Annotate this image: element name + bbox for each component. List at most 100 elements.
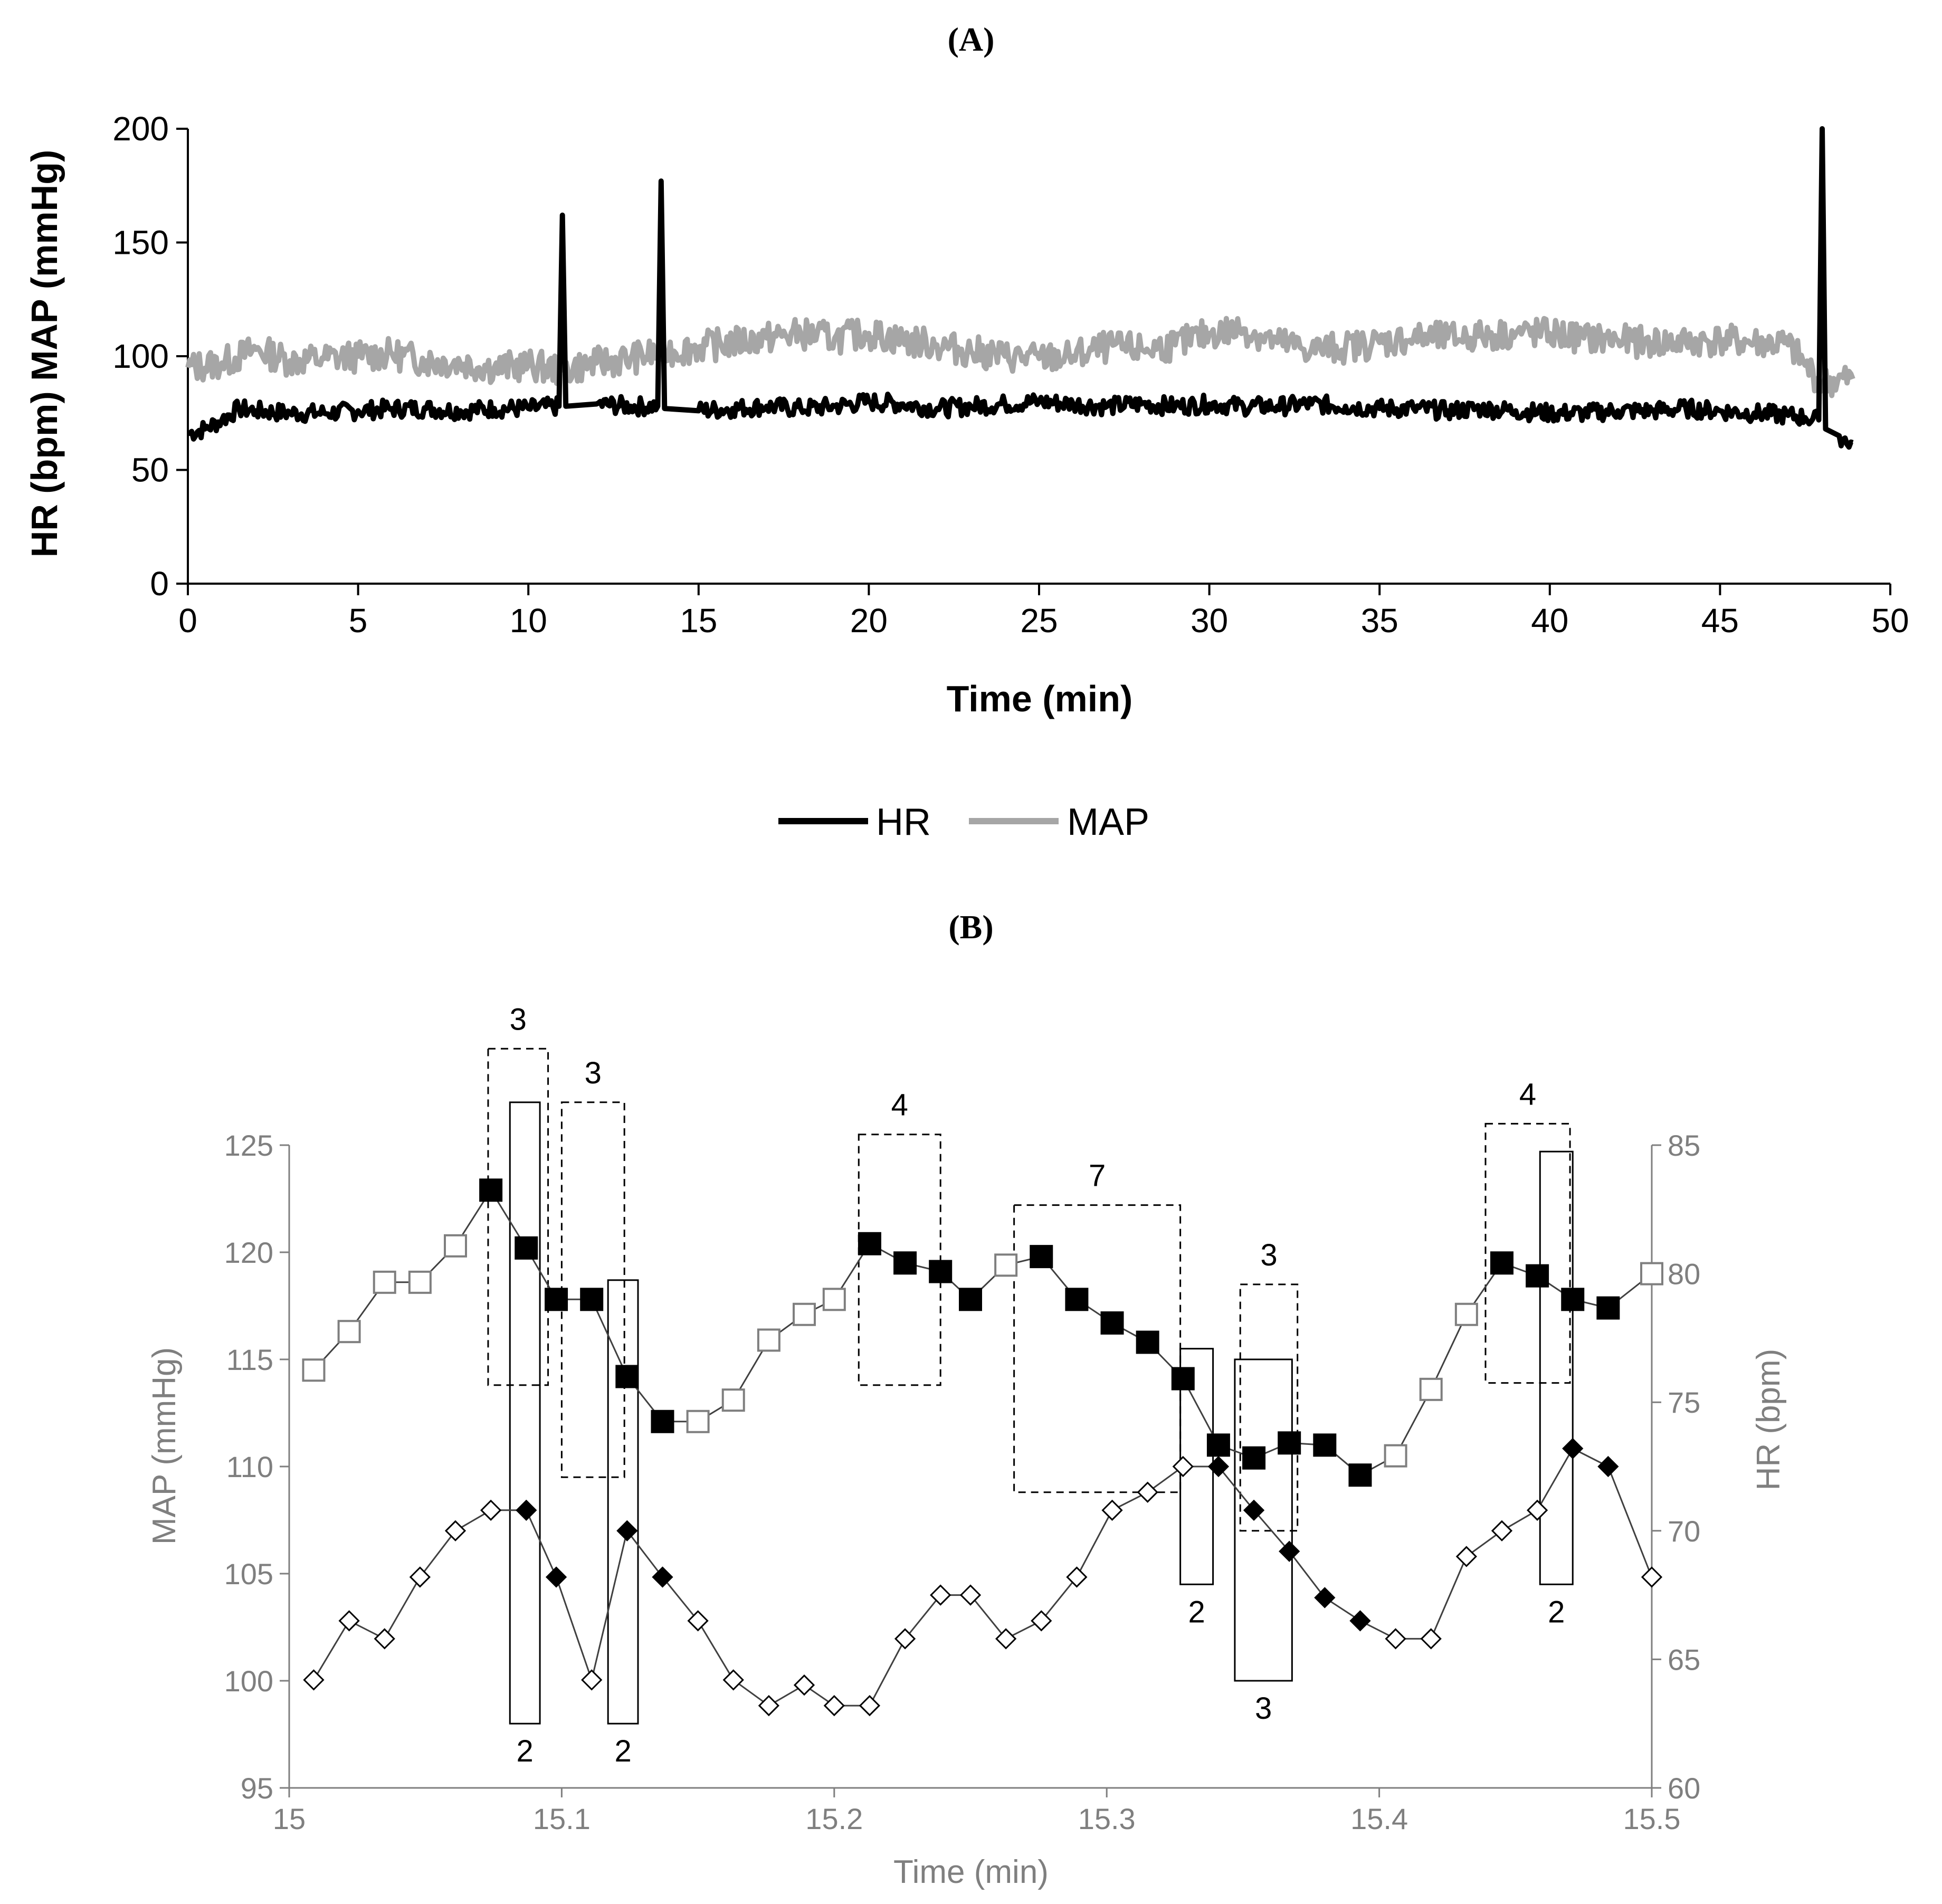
panel-b-ylabel-right: HR (bpm) [1750,1349,1787,1491]
panel-b-map-point [545,1288,568,1311]
panel-b-map-point [580,1288,604,1311]
panel-b-hr-point [1314,1587,1336,1608]
panel-a-xtick-label: 10 [510,602,547,640]
panel-b-hr-point [758,1694,779,1717]
panel-b-window-count: 3 [510,1002,527,1036]
panel-b-hr-point [581,1669,603,1691]
panel-b-map-point [994,1253,1018,1277]
panel-a-xtick-label: 25 [1020,602,1058,640]
panel-b-map-point [721,1388,745,1412]
panel-b-hr-point [1641,1566,1663,1588]
panel-b-map-point [1313,1433,1337,1457]
panel-b-ytick-left-label: 110 [226,1450,273,1483]
panel-b-map-point [959,1288,982,1311]
panel-b-hr-point [374,1628,395,1650]
panel-b-map-point [858,1232,881,1255]
panel-b-xtick-label: 15.4 [1350,1802,1408,1835]
panel-b-window-count: 2 [517,1734,534,1768]
panel-b-window-count: 3 [1260,1238,1277,1272]
panel-b-map-point [893,1251,917,1275]
panel-a-xtick-label: 5 [349,602,368,640]
panel-b-hr-point [480,1499,502,1521]
panel-b-chart: 95 100 105 110 115 120 125 60 65 70 75 80 85 15 15.1 15… [224,1002,1701,1835]
panel-b-dashed-window [487,1048,549,1386]
panel-b-hr-point [687,1610,709,1632]
panel-b-window-count: 2 [1548,1595,1565,1629]
panel-b-map-point [1490,1251,1513,1275]
panel-b-hr-point [616,1520,638,1541]
panel-b-map-point [615,1365,639,1388]
panel-a-xtick-label: 0 [178,602,197,640]
panel-b-ytick-right-label: 65 [1668,1643,1700,1676]
panel-a-xtick-label: 45 [1701,602,1739,640]
panel-b-dashed-window [858,1134,941,1386]
panel-b-map-point [302,1358,326,1382]
panel-a-xtick-label: 50 [1871,602,1909,640]
panel-b-xtick-label: 15.5 [1623,1802,1681,1835]
panel-b-map-point [1348,1463,1372,1487]
panel-b-hr-point [722,1669,744,1691]
panel-b-map-point [1171,1367,1195,1391]
panel-b-map-point [1030,1245,1053,1269]
panel-b-hr-point [930,1584,951,1606]
panel-b-ytick-left-label: 120 [224,1236,273,1269]
panel-b-map-point [1526,1264,1549,1288]
panel-b-dashed-window [1239,1283,1299,1532]
panel-a-series-map [185,316,1855,398]
panel-b-hr-point [1066,1566,1088,1588]
legend-map-label: MAP [1067,801,1149,843]
panel-a-xtick-label: 30 [1191,602,1228,640]
panel-b-hr-point [995,1628,1017,1650]
panel-b-map-point [373,1270,396,1294]
panel-b-map-point [1065,1288,1089,1311]
panel-b-map-point [1206,1433,1230,1457]
panel-b-hr-point [859,1694,881,1717]
panel-b-window-count: 3 [585,1056,602,1090]
panel-b-map-point [686,1410,710,1433]
panel-b-xtick-label: 15.3 [1078,1802,1136,1835]
panel-b-ytick-left-label: 105 [224,1557,273,1591]
panel-b-window-count: 4 [1519,1077,1536,1111]
panel-a-xlabel: Time (min) [947,678,1133,719]
panel-b-line-hr [313,1447,1653,1707]
panel-b-map-point [408,1270,432,1294]
panel-b-ytick-right-label: 70 [1668,1515,1700,1548]
panel-b-map-point [651,1410,674,1433]
panel-a-xtick-label: 35 [1361,602,1398,640]
panel-b-hr-point [1031,1610,1052,1632]
panel-b-hr-point [894,1628,916,1650]
panel-b-xtick-label: 15.1 [533,1802,591,1835]
panel-b-hr-point [1420,1628,1442,1650]
panel-b-line-map [313,1188,1652,1477]
panel-b-map-point [1384,1444,1407,1468]
panel-b-ytick-left-label: 115 [226,1343,273,1376]
panel-b-hr-point [1349,1610,1371,1632]
panel-b-hr-point [444,1520,467,1541]
panel-a-title: (A) [948,21,995,58]
panel-a-legend: HR MAP [778,801,1149,843]
panel-b-hr-point [1526,1499,1548,1521]
panel-b-map-point [792,1302,816,1326]
panel-b-hr-point [303,1669,325,1691]
panel-b-xlabel: Time (min) [893,1854,1049,1890]
panel-b-window-count: 4 [891,1088,908,1122]
panel-a-series-hr [187,126,1854,450]
panel-b-hr-point [1101,1499,1123,1521]
panel-b-map-point [337,1320,361,1344]
panel-b-solid-window [509,1101,541,1725]
panel-b-ytick-right-label: 85 [1668,1129,1700,1162]
panel-a-xtick-label: 20 [850,602,888,640]
panel-b-ytick-right-label: 60 [1668,1772,1700,1805]
panel-a-xtick-label: 15 [680,602,717,640]
panel-a-ytick-label: 200 [112,110,169,148]
panel-b-map-point [1640,1262,1663,1286]
panel-b-hr-point [409,1566,431,1588]
panel-a-ylabel: HR (bpm) MAP (mmHg) [24,150,65,558]
panel-b-map-point [929,1260,953,1283]
panel-b-map-point [444,1234,468,1258]
panel-b-ytick-right-label: 75 [1668,1386,1700,1419]
panel-b-title: (B) [948,908,993,946]
panel-a-xtick-label: 40 [1531,602,1568,640]
panel-b-window-count: 2 [614,1734,631,1768]
